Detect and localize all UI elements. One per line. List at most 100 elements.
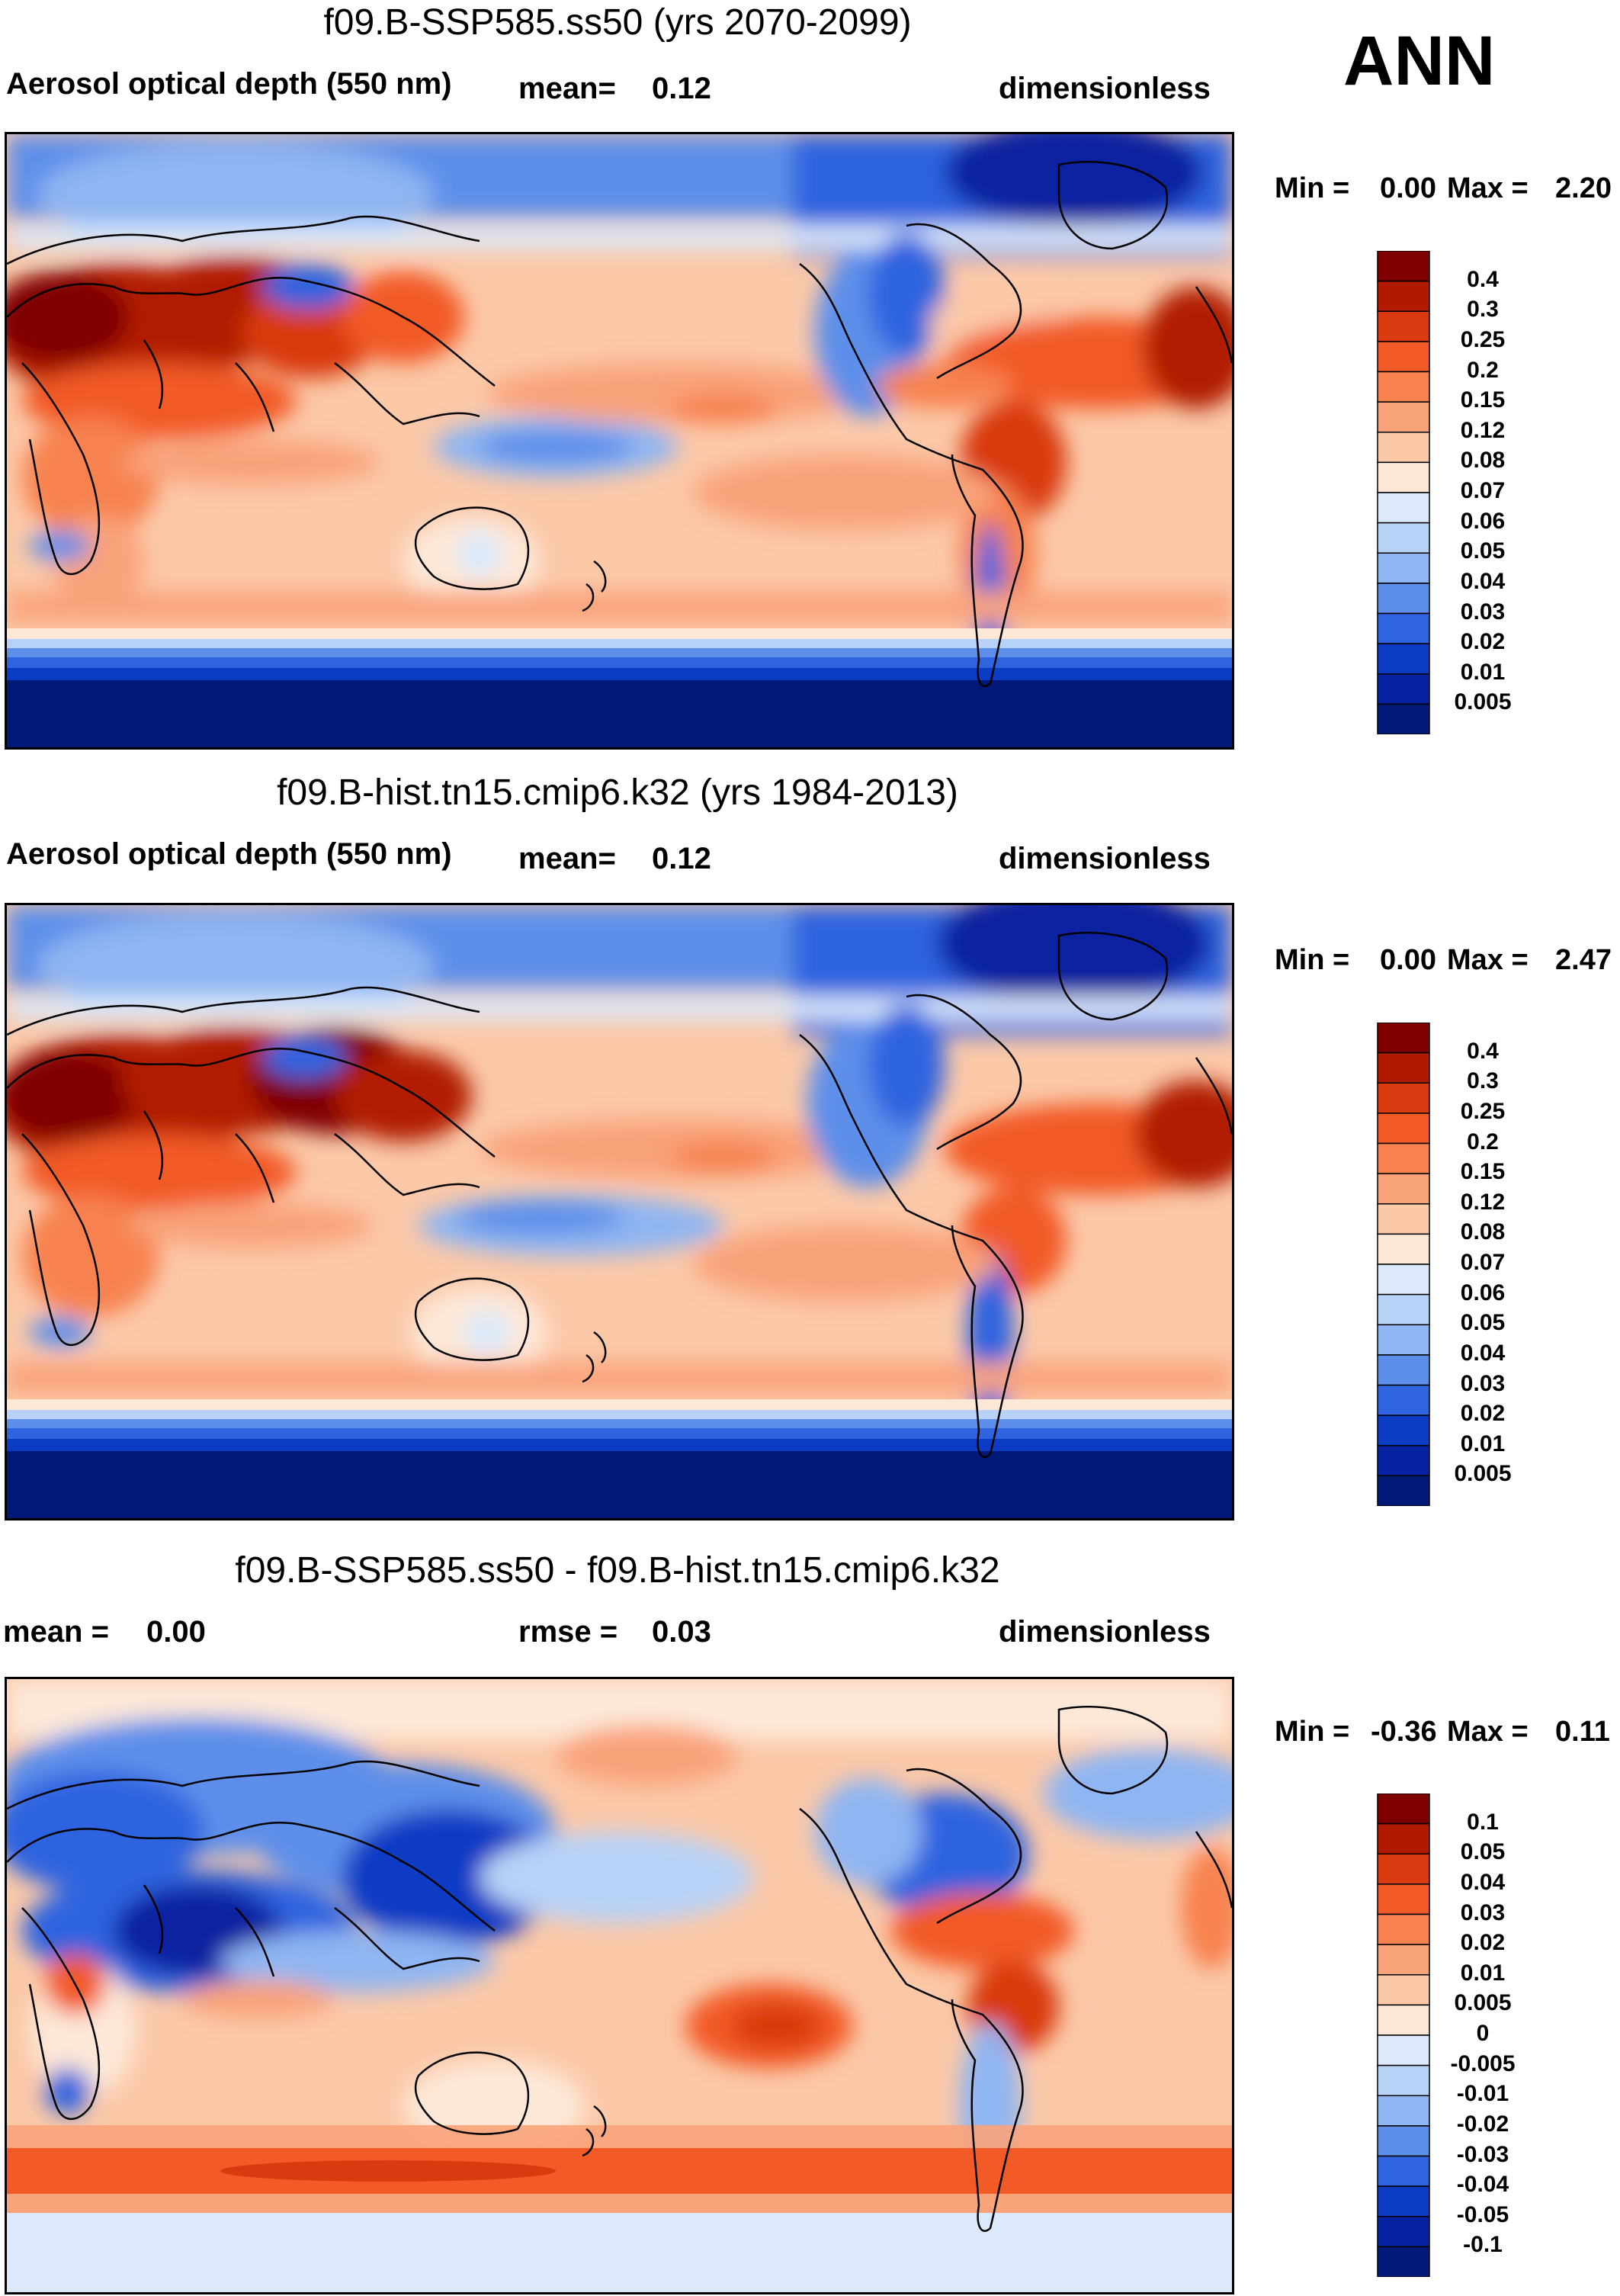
panel2-max-label: Max = bbox=[1447, 944, 1529, 976]
panel3-rmse-value: 0.03 bbox=[652, 1615, 711, 1649]
panel2-mean-label: mean= bbox=[518, 842, 616, 875]
colorbar-swatch bbox=[1377, 1264, 1430, 1296]
colorbar-swatch bbox=[1377, 432, 1430, 464]
colorbar-swatch bbox=[1377, 1384, 1430, 1416]
colorbar-swatch bbox=[1377, 612, 1430, 644]
colorbar-swatch bbox=[1377, 643, 1430, 675]
coastlines bbox=[7, 161, 1232, 687]
colorbar-tick-label: 0 bbox=[1476, 2021, 1490, 2046]
colorbar-swatch bbox=[1377, 552, 1430, 584]
colorbar-swatch bbox=[1377, 2246, 1430, 2277]
colorbar-swatch bbox=[1377, 1445, 1430, 1477]
colorbar-swatch bbox=[1377, 1354, 1430, 1386]
panel3-colorbar bbox=[1377, 1793, 1430, 2277]
panel2-max-value: 2.47 bbox=[1555, 944, 1612, 976]
colorbar-tick-label: 0.05 bbox=[1460, 538, 1506, 564]
coastlines bbox=[7, 1706, 1232, 2232]
colorbar-tick-label: 0.12 bbox=[1460, 1189, 1506, 1215]
colorbar-tick-label: -0.03 bbox=[1456, 2141, 1509, 2167]
colorbar-swatch bbox=[1377, 1023, 1430, 1054]
panel3-min-label: Min = bbox=[1275, 1716, 1350, 1748]
colorbar-tick-label: 0.4 bbox=[1467, 266, 1499, 292]
colorbar-tick-label: 0.01 bbox=[1460, 659, 1506, 685]
colorbar-swatch bbox=[1377, 2216, 1430, 2248]
panel1-units: dimensionless bbox=[999, 72, 1211, 105]
colorbar-tick-label: 0.02 bbox=[1460, 1401, 1506, 1427]
panel3-colorbar-labels: 0.1 0.05 0.04 0.03 0.02 0.01 0.005 0 -0.005 -0.01… bbox=[1448, 1793, 1532, 2277]
panel2-colorbar bbox=[1377, 1023, 1430, 1506]
colorbar-swatch bbox=[1377, 310, 1430, 342]
panel1-colorbar-labels: 0.4 0.3 0.25 0.2 0.15 0.12 0.08 0.07 0.06 0.05 0.0… bbox=[1448, 251, 1532, 734]
colorbar-tick-label: 0.3 bbox=[1467, 1068, 1499, 1094]
colorbar-tick-label: 0.04 bbox=[1460, 1340, 1506, 1366]
coastlines bbox=[7, 932, 1232, 1458]
colorbar-swatch bbox=[1377, 2185, 1430, 2217]
panel1-variable: Aerosol optical depth (550 nm) bbox=[6, 67, 452, 101]
panel1-min-label: Min = bbox=[1275, 172, 1350, 204]
colorbar-tick-label: 0.03 bbox=[1460, 599, 1506, 625]
panel3-map bbox=[5, 1677, 1234, 2294]
colorbar-tick-label: 0.01 bbox=[1460, 1431, 1506, 1456]
antarctica-slight-low bbox=[7, 2213, 1232, 2292]
colorbar-tick-label: 0.08 bbox=[1460, 1219, 1506, 1245]
colorbar-tick-label: 0.4 bbox=[1467, 1038, 1499, 1064]
colorbar-tick-label: 0.05 bbox=[1460, 1839, 1506, 1865]
colorbar-swatch bbox=[1377, 371, 1430, 403]
colorbar-tick-label: 0.15 bbox=[1460, 387, 1506, 413]
colorbar-swatch bbox=[1377, 1883, 1430, 1915]
colorbar-swatch bbox=[1377, 251, 1430, 282]
colorbar-tick-label: -0.02 bbox=[1456, 2111, 1509, 2137]
panel3-max-value: 0.11 bbox=[1555, 1716, 1610, 1748]
panel2-map bbox=[5, 903, 1234, 1520]
east-asia-low bbox=[342, 1809, 556, 1946]
colorbar-swatch bbox=[1377, 1052, 1430, 1084]
colorbar-swatch bbox=[1377, 1913, 1430, 1945]
panel1-mean-value: 0.12 bbox=[652, 72, 711, 105]
colorbar-swatch bbox=[1377, 1082, 1430, 1114]
colorbar-tick-label: 0.06 bbox=[1460, 508, 1506, 534]
colorbar-tick-label: -0.04 bbox=[1456, 2172, 1509, 2198]
panel1-colorbar bbox=[1377, 251, 1430, 734]
colorbar-swatch bbox=[1377, 1203, 1430, 1235]
panel2-units: dimensionless bbox=[999, 842, 1211, 875]
colorbar-swatch bbox=[1377, 492, 1430, 524]
colorbar-swatch bbox=[1377, 2034, 1430, 2066]
colorbar-tick-label: 0.15 bbox=[1460, 1159, 1506, 1185]
colorbar-swatch bbox=[1377, 401, 1430, 433]
colorbar-tick-label: -0.01 bbox=[1456, 2081, 1509, 2107]
colorbar-swatch bbox=[1377, 1793, 1430, 1825]
panel2-colorbar-labels: 0.4 0.3 0.25 0.2 0.15 0.12 0.08 0.07 0.06 0.05 0.0… bbox=[1448, 1023, 1532, 1506]
colorbar-tick-label: 0.12 bbox=[1460, 417, 1506, 443]
colorbar-tick-label: 0.04 bbox=[1460, 568, 1506, 594]
colorbar-tick-label: 0.05 bbox=[1460, 1310, 1506, 1336]
colorbar-swatch bbox=[1377, 1822, 1430, 1854]
colorbar-tick-label: 0.01 bbox=[1460, 1960, 1506, 1986]
panel2-variable: Aerosol optical depth (550 nm) bbox=[6, 837, 452, 871]
colorbar-swatch bbox=[1377, 341, 1430, 373]
colorbar-swatch bbox=[1377, 1944, 1430, 1976]
southern-ocean-high bbox=[7, 2148, 1232, 2194]
colorbar-swatch bbox=[1377, 280, 1430, 312]
colorbar-tick-label: 0.3 bbox=[1467, 297, 1499, 323]
colorbar-swatch bbox=[1377, 1324, 1430, 1356]
colorbar-swatch bbox=[1377, 583, 1430, 615]
panel3-title: f09.B-SSP585.ss50 - f09.B-hist.tn15.cmip… bbox=[235, 1550, 1000, 1591]
colorbar-tick-label: 0.2 bbox=[1467, 357, 1499, 383]
colorbar-tick-label: 0.02 bbox=[1460, 1930, 1506, 1956]
panel3-mean-label: mean = bbox=[3, 1615, 109, 1649]
colorbar-tick-label: 0.08 bbox=[1460, 448, 1506, 474]
colorbar-tick-label: 0.005 bbox=[1454, 1990, 1512, 2016]
tibet-low bbox=[262, 1036, 346, 1079]
greenland-low bbox=[937, 905, 1211, 1004]
colorbar-swatch bbox=[1377, 1233, 1430, 1265]
panel2-title: f09.B-hist.tn15.cmip6.k32 (yrs 1984-2013… bbox=[277, 772, 958, 813]
panel3-max-label: Max = bbox=[1447, 1716, 1529, 1748]
colorbar-swatch bbox=[1377, 703, 1430, 734]
panel1-max-value: 2.20 bbox=[1555, 172, 1612, 204]
tibet-low bbox=[262, 264, 354, 310]
season-label: ANN bbox=[1343, 22, 1496, 100]
colorbar-swatch bbox=[1377, 1415, 1430, 1447]
colorbar-swatch bbox=[1377, 2064, 1430, 2096]
panel2-mean-value: 0.12 bbox=[652, 842, 711, 875]
panel2-min-label: Min = bbox=[1275, 944, 1350, 976]
